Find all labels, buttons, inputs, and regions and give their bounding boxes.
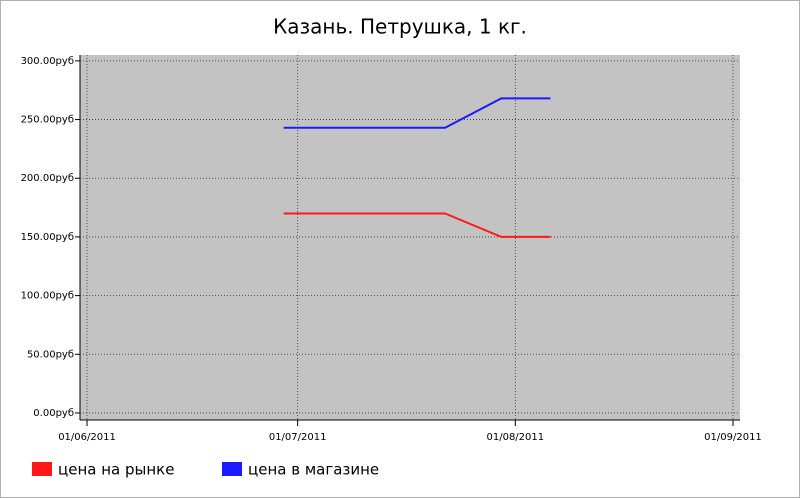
x-tick-label: 01/07/2011	[269, 432, 327, 443]
plot-area	[80, 55, 740, 420]
x-tick-label: 01/09/2011	[704, 432, 762, 443]
y-tick-label: 300.00руб	[21, 56, 74, 67]
line-series	[283, 212, 551, 238]
y-tick-label: 250.00руб	[21, 115, 74, 126]
chart-title: Казань. Петрушка, 1 кг.	[273, 15, 527, 39]
x-tick-label: 01/08/2011	[486, 432, 544, 443]
y-tick-label: 150.00руб	[21, 232, 74, 243]
legend-swatch	[32, 462, 52, 476]
legend-swatch	[222, 462, 242, 476]
x-tick-label: 01/06/2011	[58, 432, 116, 443]
y-tick-label: 50.00руб	[27, 349, 74, 360]
y-tick-label: 0.00руб	[33, 408, 74, 419]
legend-text: цена в магазине	[248, 461, 379, 479]
y-tick-label: 100.00руб	[21, 291, 74, 302]
line-series	[283, 97, 551, 129]
legend-text: цена на рынке	[58, 461, 174, 479]
y-tick-label: 200.00руб	[21, 173, 74, 184]
